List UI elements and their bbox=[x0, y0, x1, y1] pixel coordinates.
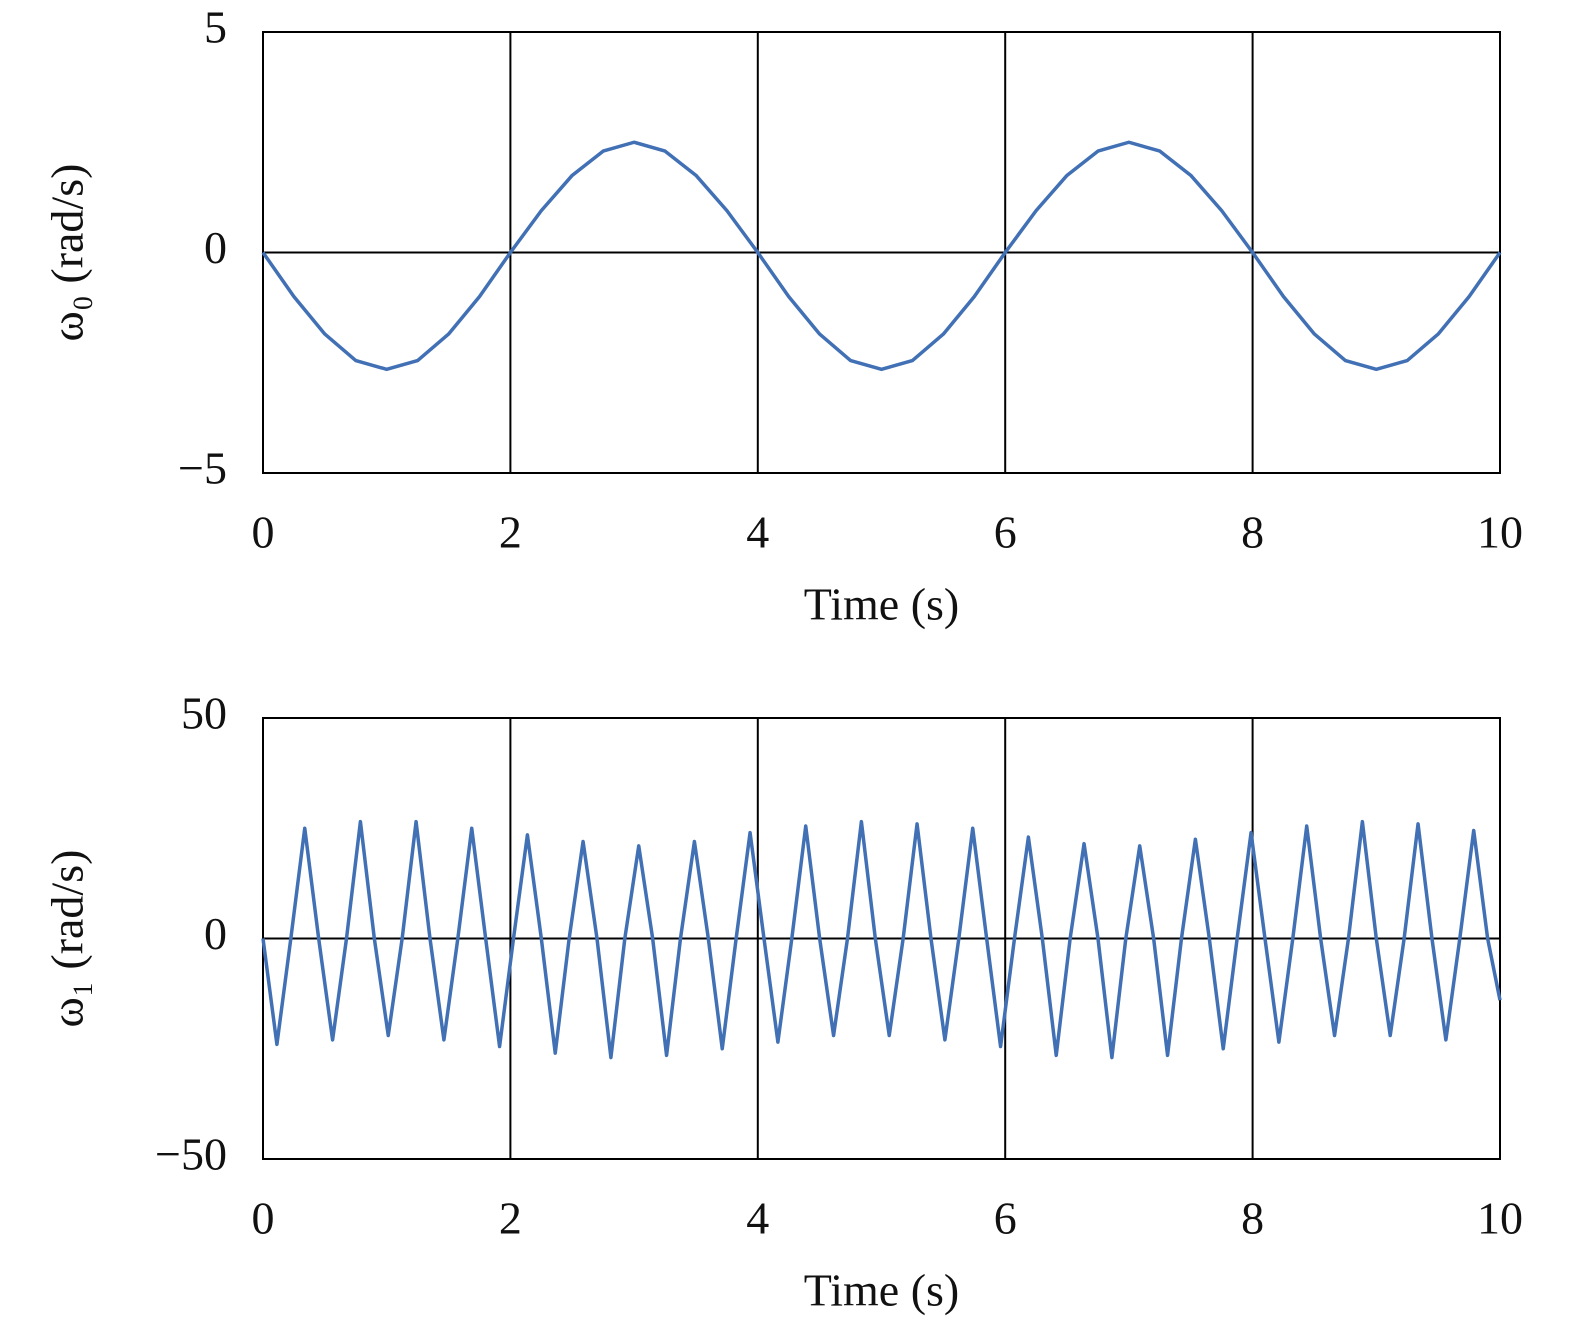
data-line bbox=[261, 819, 1502, 1060]
x-tick-label: 4 bbox=[746, 1193, 769, 1244]
x-tick-label: 2 bbox=[499, 507, 522, 558]
data-line bbox=[261, 140, 1502, 372]
y-tick-label: 5 bbox=[204, 2, 227, 53]
y-tick-label: 0 bbox=[204, 908, 227, 959]
x-axis-label: Time (s) bbox=[804, 1265, 960, 1316]
x-tick-label: 4 bbox=[746, 507, 769, 558]
y-tick-label: −50 bbox=[155, 1129, 227, 1180]
y-tick-label: 50 bbox=[181, 688, 227, 739]
x-tick-label: 8 bbox=[1241, 1193, 1264, 1244]
y-tick-label: 0 bbox=[204, 222, 227, 273]
x-tick-label: 2 bbox=[499, 1193, 522, 1244]
x-tick-label: 6 bbox=[994, 1193, 1017, 1244]
y-tick-label: −5 bbox=[178, 443, 227, 494]
x-tick-label: 10 bbox=[1477, 507, 1523, 558]
x-tick-label: 8 bbox=[1241, 507, 1264, 558]
x-tick-label: 6 bbox=[994, 507, 1017, 558]
x-tick-label: 10 bbox=[1477, 1193, 1523, 1244]
x-tick-label: 0 bbox=[252, 1193, 275, 1244]
x-tick-label: 0 bbox=[252, 507, 275, 558]
y-axis-label: ω₀ (rad/s) bbox=[42, 164, 93, 342]
x-axis-label: Time (s) bbox=[804, 579, 960, 630]
y-axis-label: ω₁ (rad/s) bbox=[42, 850, 93, 1028]
